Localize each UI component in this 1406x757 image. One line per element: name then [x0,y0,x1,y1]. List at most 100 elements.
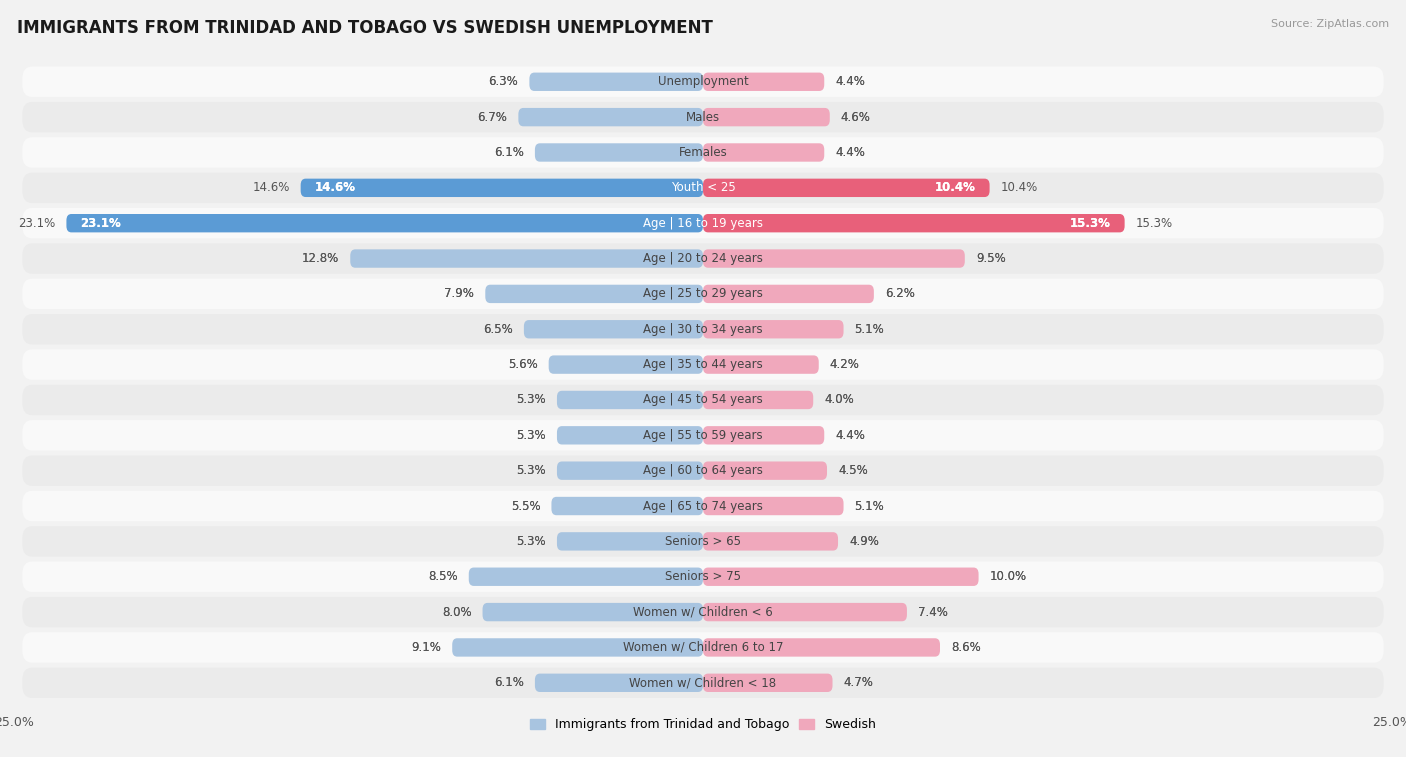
Text: Age | 45 to 54 years: Age | 45 to 54 years [643,394,763,407]
Text: 8.5%: 8.5% [427,570,458,583]
Text: 4.4%: 4.4% [835,146,865,159]
Text: Seniors > 75: Seniors > 75 [665,570,741,583]
FancyBboxPatch shape [703,391,813,409]
Text: Age | 55 to 59 years: Age | 55 to 59 years [643,428,763,442]
FancyBboxPatch shape [22,137,1384,168]
Text: 8.0%: 8.0% [441,606,471,618]
FancyBboxPatch shape [703,108,830,126]
Text: Age | 60 to 64 years: Age | 60 to 64 years [643,464,763,477]
Text: 6.1%: 6.1% [494,676,524,690]
Text: 5.3%: 5.3% [516,464,546,477]
FancyBboxPatch shape [551,497,703,516]
Text: 10.4%: 10.4% [935,182,976,195]
Text: 23.1%: 23.1% [80,217,121,229]
Text: 6.1%: 6.1% [494,146,524,159]
Text: Source: ZipAtlas.com: Source: ZipAtlas.com [1271,19,1389,29]
FancyBboxPatch shape [703,214,1125,232]
FancyBboxPatch shape [22,243,1384,274]
Text: 14.6%: 14.6% [315,182,356,195]
Text: 4.4%: 4.4% [835,75,865,89]
Text: Women w/ Children < 6: Women w/ Children < 6 [633,606,773,618]
FancyBboxPatch shape [22,102,1384,132]
Text: 14.6%: 14.6% [315,182,356,195]
Text: 15.3%: 15.3% [1136,217,1173,229]
FancyBboxPatch shape [703,532,838,550]
Text: 4.7%: 4.7% [844,676,873,690]
Text: 5.6%: 5.6% [508,358,537,371]
FancyBboxPatch shape [22,526,1384,556]
Text: 6.3%: 6.3% [489,75,519,89]
FancyBboxPatch shape [703,143,824,162]
Text: Unemployment: Unemployment [658,75,748,89]
FancyBboxPatch shape [703,568,979,586]
Text: 5.3%: 5.3% [516,394,546,407]
FancyBboxPatch shape [557,391,703,409]
Text: Age | 65 to 74 years: Age | 65 to 74 years [643,500,763,512]
Text: 5.3%: 5.3% [516,394,546,407]
FancyBboxPatch shape [22,456,1384,486]
FancyBboxPatch shape [557,426,703,444]
Text: Age | 30 to 34 years: Age | 30 to 34 years [643,322,763,336]
FancyBboxPatch shape [703,249,965,268]
Text: 5.1%: 5.1% [855,322,884,336]
FancyBboxPatch shape [22,491,1384,522]
Text: 4.7%: 4.7% [844,676,873,690]
FancyBboxPatch shape [703,497,844,516]
Text: Women w/ Children 6 to 17: Women w/ Children 6 to 17 [623,641,783,654]
FancyBboxPatch shape [703,285,875,303]
Text: 12.8%: 12.8% [302,252,339,265]
FancyBboxPatch shape [557,532,703,550]
Text: 6.2%: 6.2% [884,288,915,301]
Text: Women w/ Children < 18: Women w/ Children < 18 [630,676,776,690]
Text: 23.1%: 23.1% [18,217,55,229]
Text: 5.3%: 5.3% [516,428,546,442]
Text: Age | 25 to 29 years: Age | 25 to 29 years [643,288,763,301]
FancyBboxPatch shape [548,356,703,374]
Text: 7.9%: 7.9% [444,288,474,301]
Text: 7.4%: 7.4% [918,606,948,618]
FancyBboxPatch shape [453,638,703,656]
Text: 14.6%: 14.6% [252,182,290,195]
Text: 7.4%: 7.4% [918,606,948,618]
FancyBboxPatch shape [301,179,703,197]
FancyBboxPatch shape [22,632,1384,662]
Text: Seniors > 65: Seniors > 65 [665,535,741,548]
FancyBboxPatch shape [485,285,703,303]
Text: 5.3%: 5.3% [516,535,546,548]
FancyBboxPatch shape [534,143,703,162]
Text: 5.3%: 5.3% [516,464,546,477]
Text: 8.5%: 8.5% [427,570,458,583]
FancyBboxPatch shape [350,249,703,268]
Text: Youth < 25: Youth < 25 [671,182,735,195]
FancyBboxPatch shape [530,73,703,91]
Text: 8.6%: 8.6% [950,641,981,654]
Text: 5.5%: 5.5% [510,500,540,512]
FancyBboxPatch shape [22,67,1384,97]
Text: 6.7%: 6.7% [478,111,508,123]
Text: 5.1%: 5.1% [855,500,884,512]
FancyBboxPatch shape [703,638,941,656]
Text: 8.0%: 8.0% [441,606,471,618]
FancyBboxPatch shape [22,314,1384,344]
Legend: Immigrants from Trinidad and Tobago, Swedish: Immigrants from Trinidad and Tobago, Swe… [524,713,882,737]
Text: 6.5%: 6.5% [484,322,513,336]
FancyBboxPatch shape [703,73,824,91]
Text: Females: Females [679,146,727,159]
Text: 10.0%: 10.0% [990,570,1026,583]
Text: 6.5%: 6.5% [484,322,513,336]
Text: 4.5%: 4.5% [838,464,868,477]
FancyBboxPatch shape [557,462,703,480]
Text: Age | 16 to 19 years: Age | 16 to 19 years [643,217,763,229]
Text: Age | 20 to 24 years: Age | 20 to 24 years [643,252,763,265]
Text: 4.9%: 4.9% [849,535,879,548]
Text: 12.8%: 12.8% [302,252,339,265]
Text: 5.5%: 5.5% [510,500,540,512]
Text: 5.3%: 5.3% [516,428,546,442]
Text: IMMIGRANTS FROM TRINIDAD AND TOBAGO VS SWEDISH UNEMPLOYMENT: IMMIGRANTS FROM TRINIDAD AND TOBAGO VS S… [17,19,713,37]
FancyBboxPatch shape [22,420,1384,450]
Text: 4.0%: 4.0% [824,394,853,407]
Text: 4.2%: 4.2% [830,358,859,371]
Text: 4.4%: 4.4% [835,75,865,89]
FancyBboxPatch shape [22,668,1384,698]
Text: 15.3%: 15.3% [1070,217,1111,229]
